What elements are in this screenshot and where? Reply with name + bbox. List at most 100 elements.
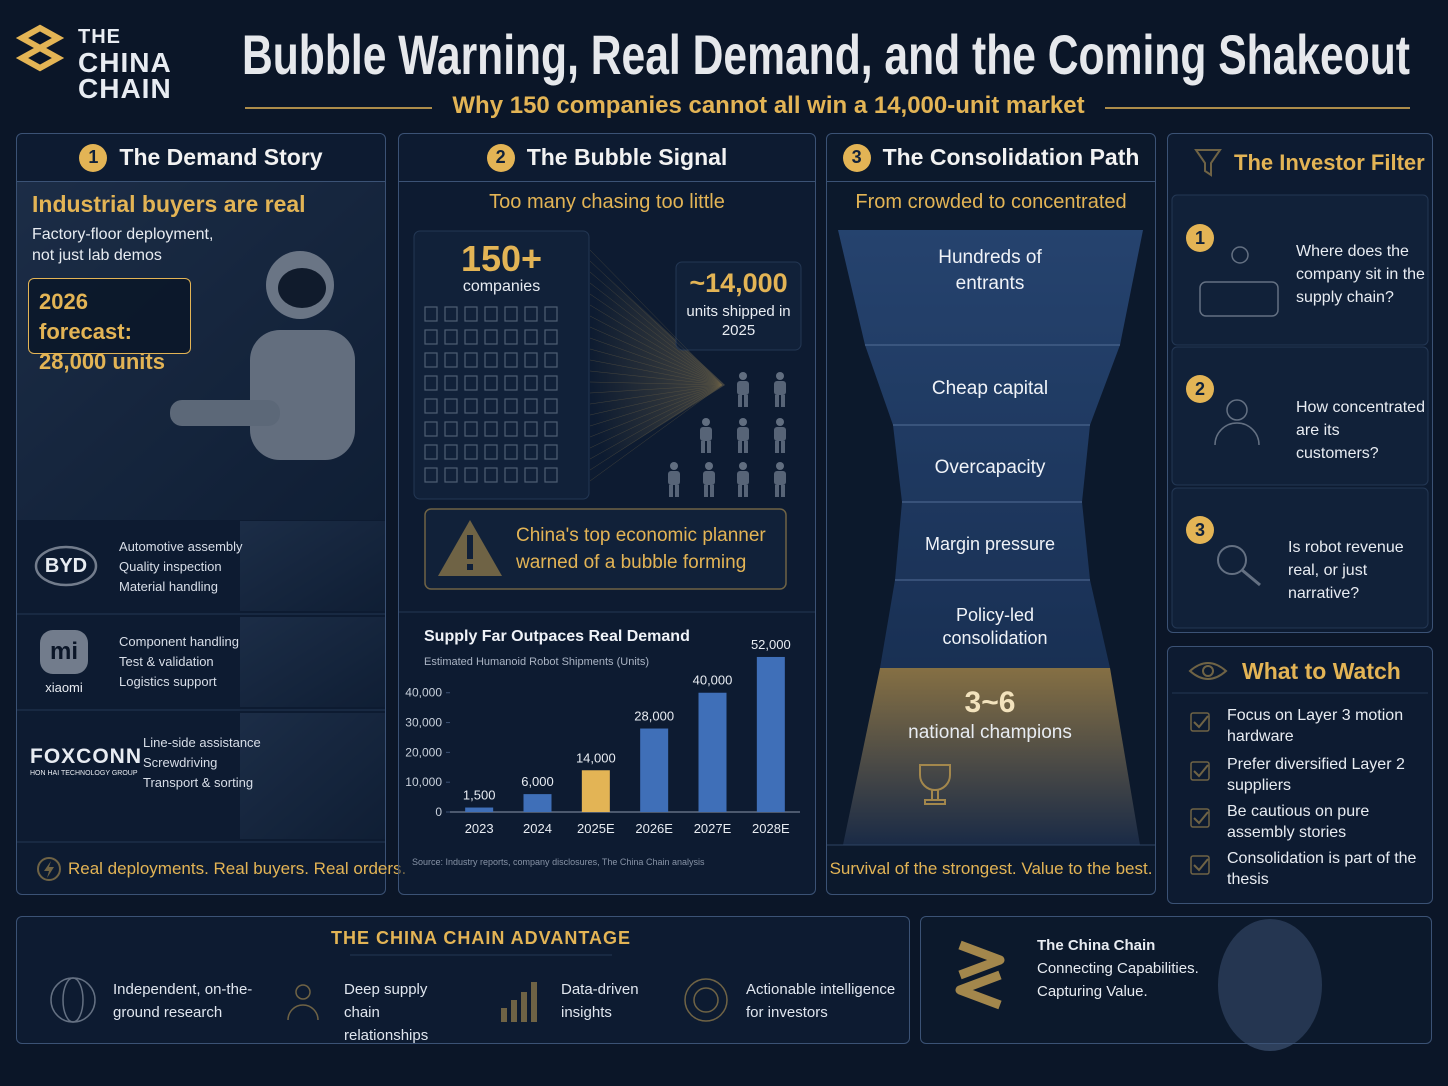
panel-title: 3 The Consolidation Path <box>827 134 1155 182</box>
value-label: 1,500 <box>463 788 496 803</box>
y-tick-label: 40,000 <box>405 686 442 700</box>
panel-number: 2 <box>486 143 515 172</box>
page-title: Bubble Warning, Real Demand, and the Com… <box>242 23 1410 86</box>
robot-head-graphic <box>1218 919 1322 1051</box>
panel-title: The Investor Filter <box>1234 150 1425 175</box>
trophy-icon <box>919 764 951 805</box>
logo-mark <box>15 24 65 72</box>
bar <box>581 770 610 812</box>
bar-chart: Supply Far Outpaces Real Demand Estimate… <box>405 628 800 867</box>
y-tick-label: 10,000 <box>405 775 442 789</box>
demand-panel: 1 The Demand Story <box>16 133 386 895</box>
value-label: 40,000 <box>693 673 733 688</box>
bubble-panel: 2 The Bubble Signal <box>398 133 816 895</box>
byd-logo-text: BYD <box>44 555 88 577</box>
task: Component handling <box>119 634 239 649</box>
x-tick-label: 2027E <box>694 821 732 836</box>
chart-subtitle: Estimated Humanoid Robot Shipments (Unit… <box>424 656 649 668</box>
task-list: Automotive assembly Quality inspection M… <box>119 537 243 597</box>
question: How concentrated are its customers? <box>1296 399 1425 462</box>
advantage-item: Deep supply chain relationships <box>344 981 429 1044</box>
task: Logistics support <box>119 674 217 689</box>
heading: Too many chasing too little <box>489 191 725 213</box>
stage: Overcapacity <box>934 457 1046 478</box>
companies-count: 150+ <box>460 238 543 279</box>
panel-title-text: The Demand Story <box>119 144 323 170</box>
bar <box>523 794 552 812</box>
x-tick-label: 2023 <box>465 821 494 836</box>
task: Material handling <box>119 579 219 594</box>
advantage-item: Actionable intelligence for investors <box>746 981 896 1021</box>
panel-title: 1 The Demand Story <box>17 134 385 182</box>
task: Automotive assembly <box>119 539 243 554</box>
panel-number: 1 <box>79 143 108 172</box>
forecast-line: 28,000 units <box>39 349 165 374</box>
result-label: national champions <box>908 722 1072 743</box>
brand-name: The China Chain <box>1037 937 1156 954</box>
brand-line: THE <box>78 26 121 48</box>
xiaomi-logo-text: mi <box>49 638 78 665</box>
chart-source: Source: Industry reports, company disclo… <box>412 857 705 867</box>
y-tick-label: 20,000 <box>405 745 442 759</box>
value-label: 52,000 <box>751 637 791 652</box>
panel-title: What to Watch <box>1242 658 1401 684</box>
task-list: Line-side assistance Screwdriving Transp… <box>143 733 261 793</box>
bar <box>640 728 669 812</box>
watch-item: Focus on Layer 3 motion hardware <box>1227 707 1404 745</box>
funnel-base <box>843 668 1140 845</box>
funnel <box>838 230 1143 668</box>
x-tick-label: 2026E <box>635 821 673 836</box>
panel-title: 2 The Bubble Signal <box>399 134 815 182</box>
subheading: Factory-floor deployment, not just lab d… <box>32 226 214 264</box>
value-label: 28,000 <box>634 709 674 724</box>
shipped-count: ~14,000 <box>689 268 788 298</box>
x-tick-label: 2025E <box>577 821 615 836</box>
advantage-item: Independent, on-the-ground research <box>113 981 253 1021</box>
subtitle: Why 150 companies cannot all win a 14,00… <box>452 92 1085 119</box>
forecast-line: 2026 forecast: <box>39 289 132 344</box>
stage: Hundreds of entrants <box>938 247 1042 294</box>
question-number: 3 <box>1186 516 1214 544</box>
tagline: Connecting Capabilities. <box>1037 960 1199 977</box>
watch-item: Prefer diversified Layer 2 suppliers <box>1227 756 1405 794</box>
brand: THE CHINA CHAIN <box>78 24 172 104</box>
watch-item: Consolidation is part of the thesis <box>1227 850 1417 888</box>
brand-line: CHAIN <box>78 73 172 104</box>
watch-item: Be cautious on pure assembly stories <box>1227 803 1370 841</box>
foxconn-logo-text: FOXCONN <box>30 745 142 768</box>
task-list: Component handling Test & validation Log… <box>119 632 239 692</box>
companies-label: companies <box>462 278 541 295</box>
advantage-item: Data-driven insights <box>561 981 639 1021</box>
bar <box>698 692 727 812</box>
panel-title-text: The Consolidation Path <box>882 144 1140 170</box>
question-number: 1 <box>1186 224 1214 252</box>
question-number: 2 <box>1186 375 1214 403</box>
shipped-label: units shipped in 2025 <box>686 303 791 339</box>
task: Test & validation <box>119 654 214 669</box>
panel-number: 3 <box>842 143 871 172</box>
result: 3~6 <box>964 686 1016 719</box>
heading: From crowded to concentrated <box>855 191 1127 213</box>
tagline: Capturing Value. <box>1037 983 1148 1000</box>
panel-title-text: The Bubble Signal <box>526 144 728 170</box>
task: Screwdriving <box>143 755 218 770</box>
value-label: 14,000 <box>576 750 616 765</box>
task: Transport & sorting <box>143 775 254 790</box>
value-label: 6,000 <box>521 774 554 789</box>
bar <box>465 807 494 812</box>
panel-footer: Real deployments. Real buyers. Real orde… <box>68 859 407 878</box>
logo-mark <box>955 940 1005 1010</box>
stage: Cheap capital <box>931 378 1049 399</box>
consolidation-panel: 3 The Consolidation Path <box>826 133 1156 895</box>
y-tick-label: 0 <box>435 805 442 819</box>
advantage-panel <box>16 916 910 1044</box>
brand-line: CHINA <box>78 47 172 78</box>
title-box: Bubble Warning, Real Demand, and the Com… <box>242 23 1410 86</box>
logo-caption: HON HAI TECHNOLOGY GROUP <box>30 770 138 777</box>
brand-card-text: The China Chain Connecting Capabilities.… <box>1037 934 1199 1003</box>
panel-footer: Survival of the strongest. Value to the … <box>829 859 1153 878</box>
task: Quality inspection <box>119 559 222 574</box>
brand-card <box>920 916 1432 1044</box>
warning-text: China's top economic planner warned of a… <box>516 525 766 573</box>
task: Line-side assistance <box>143 735 261 750</box>
